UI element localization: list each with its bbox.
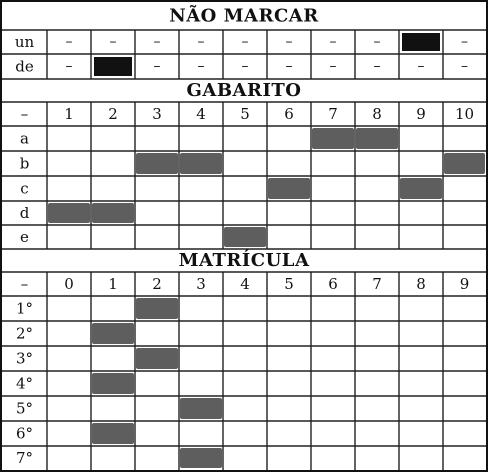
matricula-mark-1 (136, 298, 178, 319)
gabarito-col-4: 4 (196, 105, 206, 123)
empty-slot-dash: – (286, 34, 293, 50)
empty-slot-dash: – (66, 34, 73, 50)
matricula-row-3: 3° (16, 350, 33, 368)
matricula-col-7: 7 (372, 275, 382, 293)
section-title-nao-marcar: NÃO MARCAR (169, 4, 319, 27)
matricula-col-6: 6 (328, 275, 338, 293)
gabarito-row-e: e (20, 228, 29, 246)
row-label-un: un (15, 33, 35, 51)
empty-slot-dash: – (154, 59, 161, 75)
matricula-row-6: 6° (16, 425, 33, 443)
gabarito-row-c: c (20, 180, 28, 198)
gabarito-row-b: b (20, 155, 30, 173)
empty-slot-dash: – (154, 34, 161, 50)
answer-mark-b-4 (180, 153, 222, 174)
answer-mark-d-2 (92, 203, 134, 223)
gabarito-col-8: 8 (372, 105, 382, 123)
matricula-col-8: 8 (416, 275, 426, 293)
empty-slot-dash: – (374, 59, 381, 75)
sheet-text: NÃO MARCAR un – – – – – – – – – de – – – – – – – – – GABARITO… (15, 4, 474, 468)
answer-mark-d-1 (48, 203, 90, 223)
matricula-col-9: 9 (460, 275, 470, 293)
answer-mark-e-5 (224, 227, 266, 247)
matricula-mark-4 (92, 373, 134, 394)
matricula-row-7: 7° (16, 449, 33, 467)
empty-slot-dash: – (374, 34, 381, 50)
gabarito-row-d: d (20, 204, 30, 222)
empty-slot-dash: – (198, 59, 205, 75)
empty-slot-dash: – (242, 34, 249, 50)
empty-slot-dash: – (330, 34, 337, 50)
filled-bubble-un (402, 33, 440, 51)
matricula-col-3: 3 (196, 275, 206, 293)
matricula-col-1: 1 (108, 275, 118, 293)
matricula-mark-6 (92, 423, 134, 444)
empty-slot-dash: – (198, 34, 205, 50)
sheet-grid (2, 29, 486, 470)
corner-dash: – (21, 105, 29, 123)
matricula-col-0: 0 (64, 275, 74, 293)
gabarito-col-10: 10 (455, 105, 474, 123)
section-title-gabarito: GABARITO (187, 80, 302, 101)
gabarito-row-a: a (20, 130, 29, 148)
row-label-de: de (15, 58, 34, 76)
gabarito-col-3: 3 (152, 105, 162, 123)
answer-mark-b-10 (444, 153, 485, 174)
gabarito-col-9: 9 (416, 105, 426, 123)
section-title-matricula: MATRÍCULA (179, 248, 310, 271)
empty-slot-dash: – (461, 34, 468, 50)
empty-slot-dash: – (286, 59, 293, 75)
matricula-row-5: 5° (16, 400, 33, 418)
corner-dash: – (21, 275, 29, 293)
matricula-mark-7 (180, 448, 222, 468)
answer-mark-c-9 (400, 178, 442, 199)
empty-slot-dash: – (330, 59, 337, 75)
answer-mark-a-7 (312, 128, 354, 149)
answer-mark-c-6 (268, 178, 310, 199)
empty-slot-dash: – (110, 34, 117, 50)
gabarito-col-1: 1 (64, 105, 74, 123)
matricula-mark-3 (136, 348, 178, 369)
answer-mark-b-3 (136, 153, 178, 174)
empty-slot-dash: – (418, 59, 425, 75)
matricula-col-4: 4 (240, 275, 250, 293)
gabarito-col-5: 5 (240, 105, 250, 123)
matricula-row-1: 1° (16, 300, 33, 318)
matricula-mark-5 (180, 398, 222, 419)
matricula-col-2: 2 (152, 275, 162, 293)
gabarito-col-6: 6 (284, 105, 294, 123)
empty-slot-dash: – (242, 59, 249, 75)
empty-slot-dash: – (66, 59, 73, 75)
sheet-marks (48, 33, 485, 468)
empty-slot-dash: – (461, 59, 468, 75)
matricula-mark-2 (92, 323, 134, 344)
filled-bubble-de (94, 57, 132, 76)
matricula-row-4: 4° (16, 375, 33, 393)
matricula-col-5: 5 (284, 275, 294, 293)
gabarito-col-2: 2 (108, 105, 118, 123)
matricula-row-2: 2° (16, 325, 33, 343)
answer-mark-a-8 (356, 128, 398, 149)
gabarito-col-7: 7 (328, 105, 338, 123)
